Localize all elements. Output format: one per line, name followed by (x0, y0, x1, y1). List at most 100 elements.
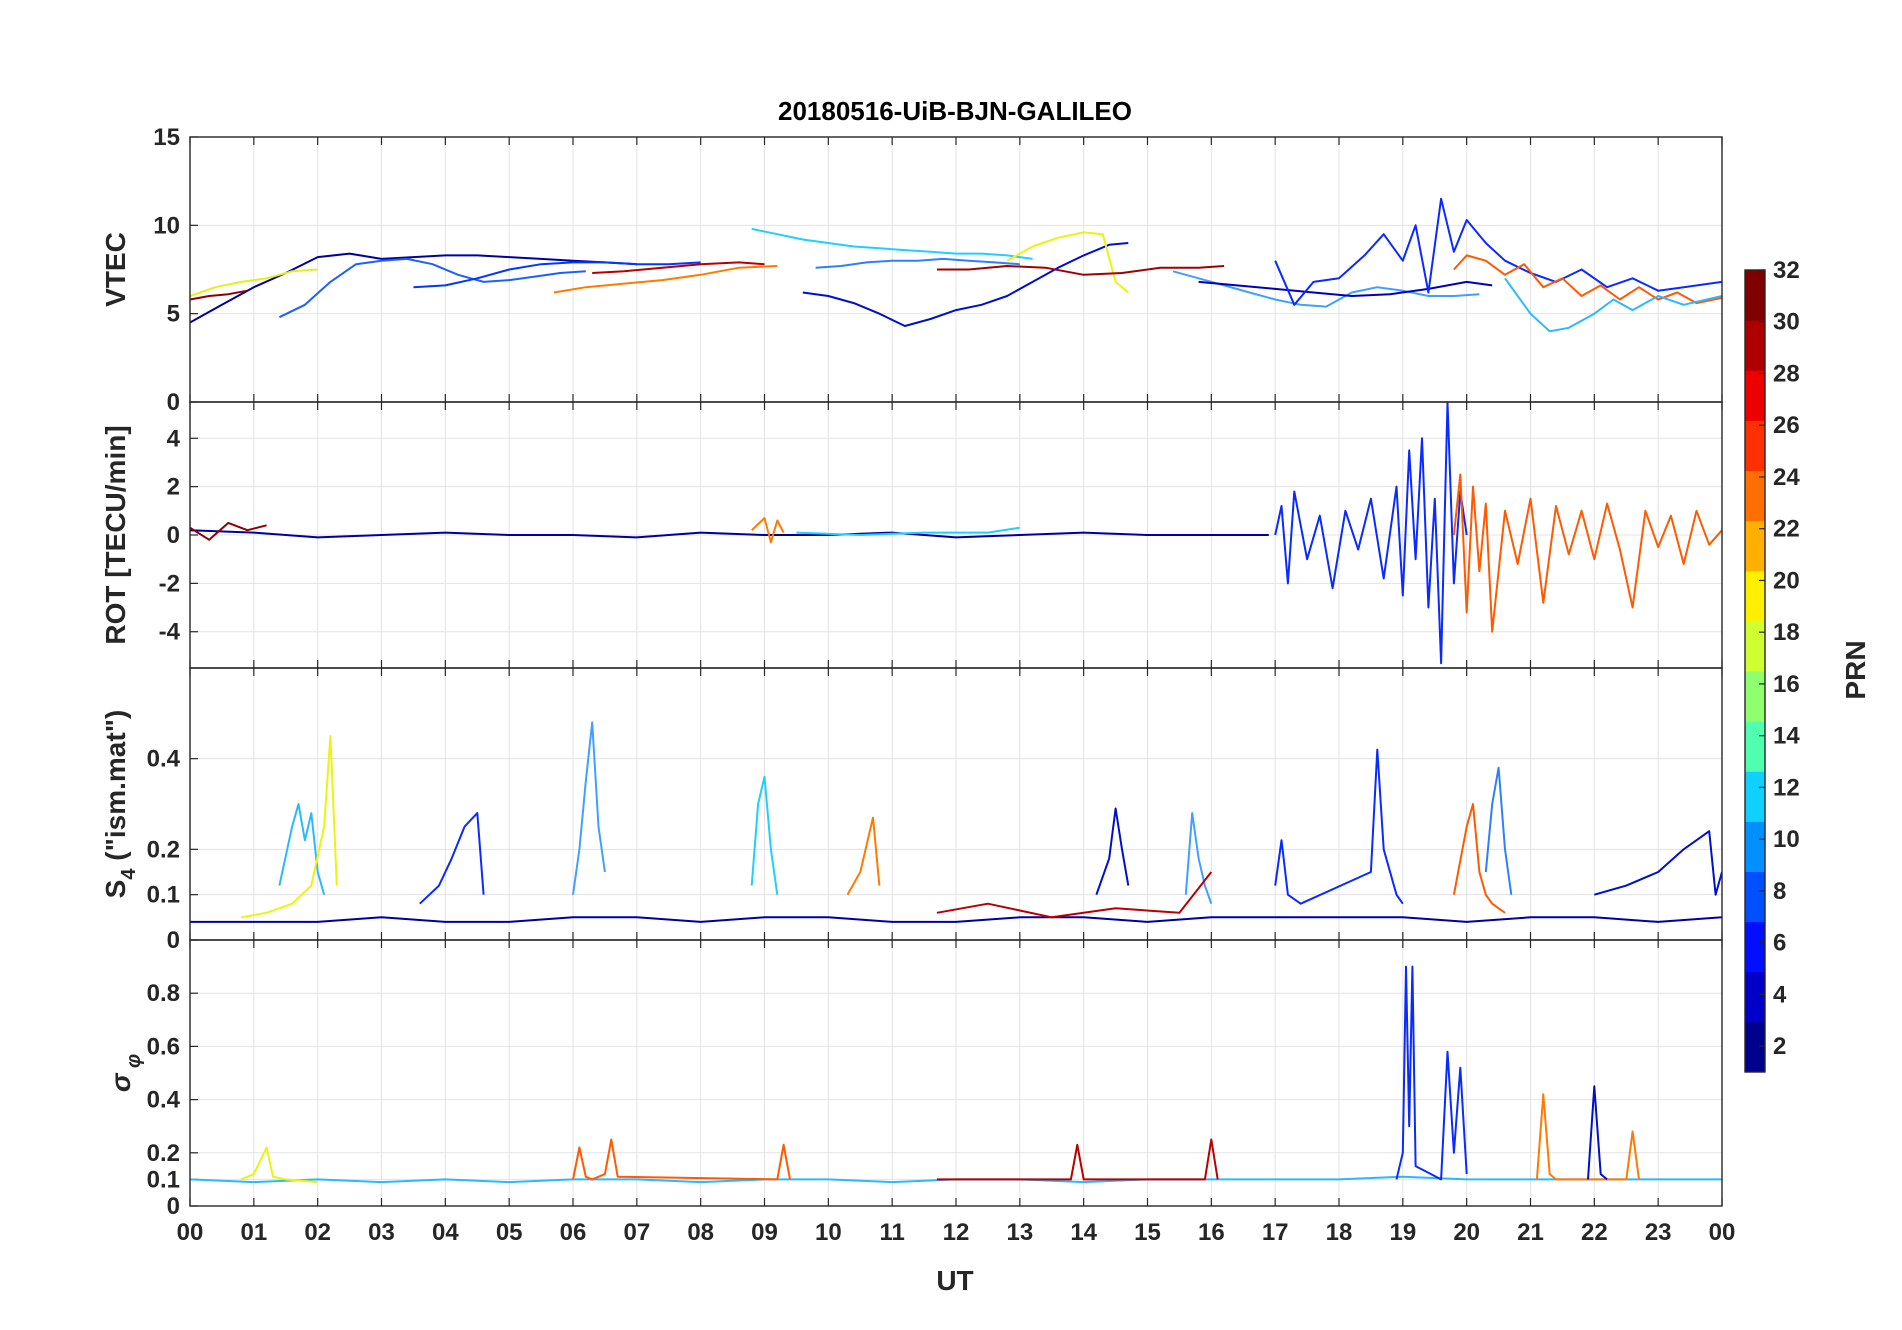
y-tick-label: 0.2 (147, 836, 180, 863)
series-line-12 (1594, 830, 1722, 896)
colorbar-segment (1745, 871, 1765, 923)
x-tick-label: 00 (177, 1219, 204, 1246)
series-line-7 (751, 227, 1033, 260)
colorbar-label: PRN (1840, 640, 1871, 699)
x-tick-label: 06 (560, 1219, 587, 1246)
colorbar-tick-label: 30 (1773, 309, 1800, 336)
series-line-2 (190, 268, 318, 297)
series-line-1 (240, 1146, 318, 1184)
y-tick-label: 0.4 (147, 1087, 181, 1114)
colorbar-tick-label: 32 (1773, 257, 1800, 284)
panel-vtec: 0 5 10 15 VTEC (100, 124, 1723, 416)
x-tick-labels: 00 01 02 03 04 05 06 07 08 09 10 11 12 13 14 15 16 17 18 19… (177, 1219, 1736, 1246)
x-tick-label: 14 (1070, 1219, 1097, 1246)
y-tick-label: 2 (167, 474, 180, 501)
colorbar-segment (1745, 1021, 1765, 1073)
x-tick-label: 15 (1134, 1219, 1161, 1246)
series-line-5 (750, 775, 779, 895)
y-tick-label: 0.4 (147, 746, 181, 773)
x-tick-label: 07 (623, 1219, 650, 1246)
x-tick-label: 19 (1389, 1219, 1416, 1246)
y-tick-label: 10 (153, 212, 180, 239)
colorbar-tick-label: 6 (1773, 930, 1786, 957)
series-line-1 (278, 803, 326, 895)
series-line-5 (796, 526, 1020, 536)
y-tick-label: 0 (167, 522, 180, 549)
series-line-5 (592, 261, 765, 274)
x-tick-label: 11 (879, 1219, 904, 1246)
series-line-1 (190, 521, 267, 541)
colorbar-segment (1745, 821, 1765, 872)
series-line-15 (1453, 254, 1722, 305)
y-tick-label: 0.8 (147, 980, 180, 1007)
series-line-3 (190, 289, 248, 301)
colorbar-tick-label: 18 (1773, 619, 1800, 646)
x-tick-label: 00 (1709, 1219, 1736, 1246)
series-line-3 (1274, 402, 1468, 665)
y-tick-label: 4 (167, 425, 181, 452)
x-tick-label: 22 (1581, 1219, 1608, 1246)
y-tick-label: 0.2 (147, 1140, 180, 1167)
x-tick-label: 13 (1006, 1219, 1033, 1246)
series-line-6 (413, 261, 701, 289)
series-line-4 (1395, 965, 1468, 1181)
x-tick-label: 08 (687, 1219, 714, 1246)
colorbar-tick-label: 20 (1773, 567, 1800, 594)
y-axis-label: VTEC (100, 232, 131, 307)
series-line-1 (278, 257, 586, 319)
colorbar-segment (1745, 620, 1765, 672)
x-tick-label: 21 (1517, 1219, 1544, 1246)
colorbar-frame (1744, 269, 1766, 1073)
x-tick-label: 23 (1645, 1219, 1672, 1246)
y-tick-label: 0.1 (147, 1166, 180, 1193)
y-axis-label: ROT [TECU/min] (100, 425, 131, 644)
colorbar-segment (1745, 520, 1765, 572)
colorbar-segment (1745, 671, 1765, 722)
y-axis-label: σ φ (105, 1054, 145, 1092)
colorbar-tick-label: 2 (1773, 1033, 1786, 1060)
colorbar-tick-label: 4 (1773, 981, 1787, 1008)
colorbar-segment (1745, 270, 1765, 321)
y-tick-label: 0 (167, 389, 180, 416)
colorbar-segment (1745, 721, 1765, 772)
chart-title: 20180516-UiB-BJN-GALILEO (778, 96, 1132, 126)
series-group (190, 197, 1722, 333)
series-line-4 (553, 265, 778, 294)
series-line-10 (1006, 231, 1129, 294)
colorbar-segment (1745, 570, 1765, 622)
series-line-6 (1587, 1085, 1608, 1181)
y-tick-label: 0 (167, 1193, 180, 1220)
y-tick-label: -2 (159, 570, 180, 597)
colorbar-tick-label: 10 (1773, 826, 1800, 853)
colorbar-segment (1745, 420, 1765, 471)
series-line-13 (936, 871, 1213, 919)
x-tick-label: 05 (496, 1219, 523, 1246)
series-line-11 (936, 265, 1225, 276)
x-tick-label: 18 (1326, 1219, 1353, 1246)
series-line-8 (815, 257, 1020, 269)
series-line-4 (572, 721, 606, 895)
series-line-2 (751, 517, 785, 544)
x-tick-label: 04 (432, 1219, 459, 1246)
series-line-0 (190, 916, 1722, 923)
series-line-5 (1535, 1093, 1640, 1181)
x-tick-label: 10 (815, 1219, 842, 1246)
y-tick-label: 5 (167, 301, 180, 328)
colorbar-segment (1745, 771, 1765, 822)
x-tick-label: 12 (943, 1219, 970, 1246)
series-line-13 (1198, 280, 1493, 297)
series-line-16 (1504, 277, 1722, 333)
series-group (190, 402, 1722, 665)
x-tick-label: 20 (1453, 1219, 1480, 1246)
panel-sigma_phi: 00.10.2 0.4 0.6 0.8 σ φ (105, 939, 1723, 1220)
y-tick-label: -4 (159, 619, 181, 646)
colorbar-tick-label: 26 (1773, 412, 1800, 439)
series-line-9 (802, 242, 1129, 327)
colorbar-tick-label: 12 (1773, 774, 1800, 801)
colorbar-tick-label: 16 (1773, 671, 1800, 698)
panel-s4: 0 0.1 0.2 0.4 S4 ("ism.mat") (100, 667, 1723, 954)
x-tick-label: 02 (304, 1219, 331, 1246)
y-tick-label: 0 (167, 927, 180, 954)
